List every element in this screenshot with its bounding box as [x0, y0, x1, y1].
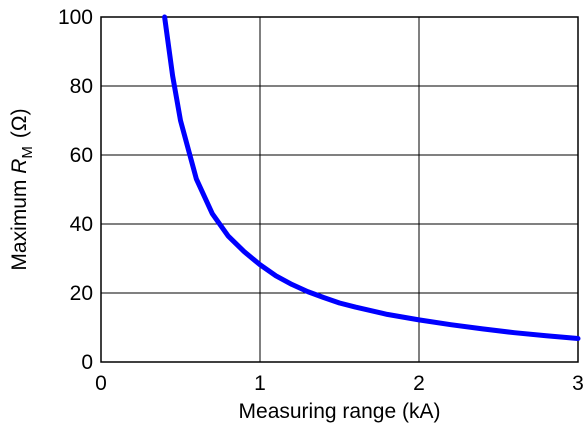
x-tick-label: 3 [572, 372, 584, 395]
series-line [162, 14, 581, 341]
y-tick-label: 40 [70, 213, 93, 236]
y-axis-label-unit: (Ω) [8, 108, 31, 138]
tick-labels: 0 1 2 3 0 20 40 60 80 100 [58, 6, 584, 395]
series-layer [162, 14, 581, 341]
x-tick-label: 0 [95, 372, 107, 395]
grid [101, 17, 578, 362]
y-tick-label: 60 [70, 144, 93, 167]
y-tick-label: 20 [70, 282, 93, 305]
x-tick-label: 1 [254, 372, 266, 395]
plot-frame [100, 16, 579, 363]
y-tick-label: 100 [58, 6, 93, 29]
y-tick-label: 0 [81, 351, 93, 374]
y-axis-label: Maximum RM (Ω) [8, 108, 36, 270]
x-tick-label: 2 [413, 372, 425, 395]
y-axis-label-symbol: R [8, 159, 31, 174]
y-axis-label-subscript: M [19, 146, 36, 159]
x-axis-label: Measuring range (kA) [239, 400, 441, 423]
y-tick-label: 80 [70, 75, 93, 98]
y-axis-label-prefix: Maximum [8, 174, 31, 271]
